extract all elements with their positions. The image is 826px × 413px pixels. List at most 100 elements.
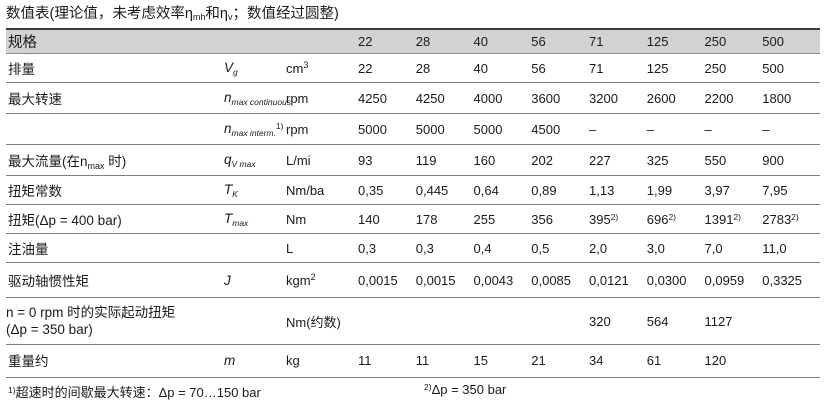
cell-value: 0,5 <box>531 233 589 263</box>
footnote-2-text: Δp = 350 bar <box>431 382 507 397</box>
cell-value: 11 <box>415 352 430 368</box>
cell-value: 56 <box>531 53 589 83</box>
value-text: 696 <box>646 211 669 227</box>
cell-value: 0,89 <box>531 175 589 205</box>
row-label: 重量约 <box>8 354 49 369</box>
row-label: 注油量 <box>6 233 224 263</box>
cell-value: 0,0085 <box>531 262 589 298</box>
row-symbol: nmax interm.1) <box>224 113 286 145</box>
cell-value: 11,0 <box>762 233 820 263</box>
header-symbol-spacer <box>224 28 286 54</box>
value-text: 1391 <box>704 211 734 227</box>
row-label: 最大流量(在nmax 时) <box>6 144 224 176</box>
symbol-base: n <box>224 120 232 136</box>
cell-value: 1800 <box>762 82 820 114</box>
cell-value: 250 <box>704 53 763 83</box>
cell-value: 0,0015 <box>415 262 474 298</box>
footnote-marker: 2) <box>733 211 741 222</box>
row-unit: kgm2 <box>286 262 358 298</box>
cell-value: 125 <box>646 53 705 83</box>
cell-value: – <box>589 113 647 145</box>
row-label: 驱动轴惯性矩 <box>6 262 224 298</box>
unit-text: cm <box>286 61 304 76</box>
cell-value: 15 <box>473 352 488 368</box>
row-unit: kg <box>286 352 300 368</box>
cell-value: 202 <box>531 144 589 176</box>
table-row-torque-constant: 扭矩常数 TK Nm/ba 0,35 0,445 0,64 0,89 1,13 … <box>6 175 820 205</box>
header-col-28: 28 <box>415 28 474 54</box>
symbol-base: T <box>224 210 233 226</box>
title-prefix: 数值表(理论值，未考虑效率η <box>6 6 193 22</box>
table-row-weight: 重量约 m kg 11 11 15 21 34 61 120 <box>6 345 820 376</box>
cell-value: 3200 <box>589 82 647 114</box>
footnote-1-text: 超速时的间歇最大转速：Δp = 70…150 bar <box>15 385 261 400</box>
table-row-moment-of-inertia: 驱动轴惯性矩 J kgm2 0,0015 0,0015 0,0043 0,008… <box>6 262 820 298</box>
symbol-subscript: V max <box>231 158 256 169</box>
cell-value: 0,35 <box>358 175 416 205</box>
value-text: 395 <box>589 211 611 227</box>
cell-value: 255 <box>473 204 532 234</box>
header-label: 规格 <box>6 28 224 54</box>
symbol-base: J <box>224 272 231 288</box>
row-unit: L/mi <box>286 144 358 176</box>
row-unit: cm3 <box>286 53 358 83</box>
row-unit: Nm(约数) <box>286 297 358 345</box>
symbol-subscript: max <box>232 217 249 228</box>
symbol-base: q <box>224 151 232 167</box>
row-unit: L <box>286 233 358 263</box>
header-col-22: 22 <box>358 28 416 54</box>
cell-value: 5000 <box>473 113 532 145</box>
symbol-base: T <box>224 181 233 197</box>
value-text: 255 <box>473 211 496 227</box>
cell-value: 11 <box>358 352 372 368</box>
cell-value: 178 <box>415 204 474 234</box>
table-row-torque: 扭矩(Δp = 400 bar) Tmax Nm 140 178 255 356… <box>6 204 820 234</box>
header-col-56: 56 <box>531 28 589 54</box>
header-col-500: 500 <box>762 28 820 54</box>
cell-value: 5000 <box>415 113 474 145</box>
cell-value: 13912) <box>704 204 763 234</box>
cell-value <box>473 297 532 345</box>
cell-value: 120 <box>704 352 727 368</box>
cell-value <box>415 297 474 345</box>
cell-value: 1,99 <box>646 175 705 205</box>
cell-value: 6962) <box>646 204 705 234</box>
cell-value: 40 <box>473 53 532 83</box>
cell-value: 4000 <box>473 82 532 114</box>
cell-value: – <box>704 113 763 145</box>
cell-value <box>762 297 820 345</box>
cell-value <box>358 297 416 345</box>
cell-value: 564 <box>646 297 705 345</box>
row-symbol: nmax continuous <box>224 82 291 114</box>
cell-value: 2200 <box>704 82 763 114</box>
cell-value: 0,0121 <box>589 262 647 298</box>
symbol-base: V <box>224 59 234 75</box>
row-symbol <box>224 297 286 345</box>
cell-value: 5000 <box>358 113 416 145</box>
value-text: 178 <box>415 211 438 227</box>
cell-value: 900 <box>762 144 820 176</box>
row-unit: rpm <box>286 82 358 114</box>
cell-value: 61 <box>646 352 662 368</box>
footnote-1: 1)超速时的间歇最大转速：Δp = 70…150 bar <box>8 382 261 401</box>
title-sub-mh: mh <box>192 12 206 22</box>
footnotes: 1)超速时的间歇最大转速：Δp = 70…150 bar 2)Δp = 350 … <box>6 377 820 404</box>
cell-value <box>762 345 820 376</box>
row-symbol <box>224 233 286 263</box>
table-row-oil-fill: 注油量 L 0,3 0,3 0,4 0,5 2,0 3,0 7,0 11,0 <box>6 233 820 263</box>
cell-value: 325 <box>646 144 705 176</box>
symbol-subscript: max interm. <box>231 127 276 138</box>
specification-table: 规格 22 28 40 56 71 125 250 500 排量 Vg cm3 … <box>6 28 820 375</box>
row-symbol: m <box>224 345 286 376</box>
cell-value: 0,445 <box>415 175 474 205</box>
title-mid: 和η <box>205 6 228 22</box>
label-subscript: max <box>87 160 105 171</box>
header-col-71: 71 <box>589 28 647 54</box>
cell-value: 28 <box>415 53 474 83</box>
value-text: 356 <box>531 211 553 227</box>
label-suffix: 时) <box>104 153 127 169</box>
cell-value: 356 <box>531 204 589 234</box>
cell-value: 2,0 <box>589 233 647 263</box>
cell-value: 0,4 <box>473 233 532 263</box>
cell-value: 500 <box>762 53 820 83</box>
